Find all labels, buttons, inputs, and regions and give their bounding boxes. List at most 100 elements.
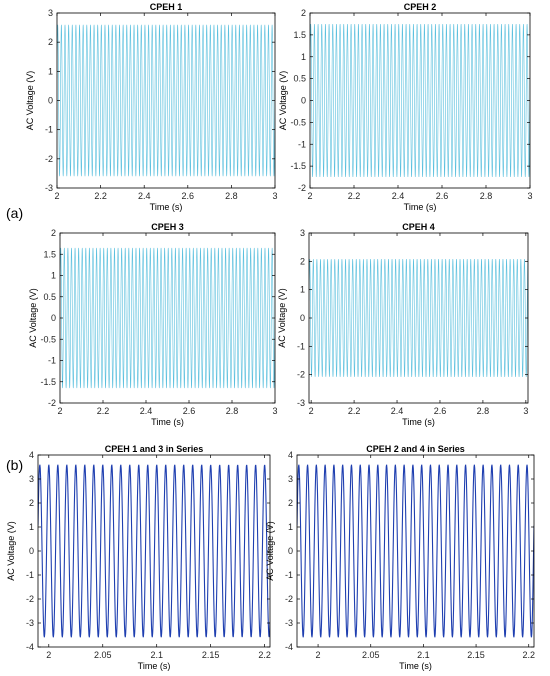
y-tick-label: -1 [48,356,56,366]
x-axis-label: Time (s) [150,202,183,212]
y-tick-label: -2 [26,594,34,604]
x-axis-label: Time (s) [151,417,184,427]
x-tick-label: 2.6 [182,191,195,201]
x-tick-label: 2 [307,191,312,201]
x-tick-label: 2 [46,650,51,660]
y-tick-label: -2 [285,594,293,604]
y-tick-label: 2 [288,498,293,508]
chart-title: CPEH 1 [150,2,183,12]
series-line [38,464,270,638]
y-tick-label: 1 [51,271,56,281]
chart-title: CPEH 1 and 3 in Series [105,444,204,454]
y-axis-label: AC Voltage (V) [265,521,275,581]
x-tick-label: 2.2 [348,406,361,416]
y-tick-label: -1 [297,341,305,351]
y-tick-label: 1 [48,66,53,76]
x-axis-label: Time (s) [399,661,432,671]
x-tick-label: 2.6 [436,191,449,201]
y-tick-label: 2 [29,498,34,508]
x-tick-label: 3 [272,191,277,201]
series-line [309,259,528,377]
x-tick-label: 2.2 [94,191,107,201]
x-tick-label: 2.4 [140,406,153,416]
y-tick-label: 2 [51,228,56,238]
y-tick-label: 3 [300,228,305,238]
y-axis-label: AC Voltage (V) [28,288,38,348]
x-tick-label: 2.2 [348,191,361,201]
y-tick-label: 1 [288,522,293,532]
y-tick-label: -4 [26,642,34,652]
x-tick-label: 2.05 [94,650,112,660]
y-tick-label: -0.5 [290,117,306,127]
y-tick-label: -1.5 [290,161,306,171]
y-tick-label: -2 [45,154,53,164]
y-tick-label: 3 [29,474,34,484]
x-tick-label: 2.4 [391,406,404,416]
y-tick-label: -4 [285,642,293,652]
x-axis-label: Time (s) [138,661,171,671]
y-tick-label: 1 [301,52,306,62]
y-tick-label: 3 [288,474,293,484]
chart-4: 2 2.2 2.4 2.6 2.8 3 -3 -2 -1 0 1 2 3 CPEH 4 Time (s) AC… [277,222,529,427]
x-tick-label: 2.6 [183,406,196,416]
y-tick-label: 0 [301,96,306,106]
x-tick-label: 2.8 [225,191,238,201]
y-tick-label: 2 [301,8,306,18]
x-tick-label: 2 [309,406,314,416]
x-tick-label: 2.8 [480,191,493,201]
x-tick-label: 3 [272,406,277,416]
x-tick-label: 2.1 [417,650,430,660]
chart-3: 2 2.2 2.4 2.6 2.8 3 -2 -1.5 -1 -0.5 0 0.5 1 1.5 2 CPEH … [28,222,278,427]
panel-label-a: (a) [6,205,24,221]
chart-2: 2 2.2 2.4 2.6 2.8 3 -2 -1.5 -1 -0.5 0 0.5 1 1.5 2 CPEH … [278,2,533,212]
chart-title: CPEH 4 [402,222,435,232]
y-tick-label: -2 [298,183,306,193]
y-tick-label: 2 [300,256,305,266]
x-tick-label: 2.05 [362,650,380,660]
y-tick-label: -3 [285,618,293,628]
x-tick-label: 2.15 [467,650,485,660]
x-tick-label: 2.6 [434,406,447,416]
x-tick-label: 2.8 [226,406,239,416]
y-tick-label: 2 [48,37,53,47]
series-line [297,464,534,638]
x-tick-label: 2 [54,191,59,201]
x-tick-label: 2.2 [522,650,535,660]
y-tick-label: -3 [45,183,53,193]
x-tick-label: 2.4 [392,191,405,201]
chart-title: CPEH 2 and 4 in Series [366,444,465,454]
panel-label-b: (b) [6,457,24,473]
x-tick-label: 2.2 [97,406,110,416]
y-tick-label: 0 [300,313,305,323]
series-line [57,24,275,177]
y-tick-label: -1 [45,125,53,135]
y-tick-label: -1.5 [40,377,56,387]
y-tick-label: 0 [48,96,53,106]
y-tick-label: -1 [298,139,306,149]
x-tick-label: 2 [316,650,321,660]
y-axis-label: AC Voltage (V) [6,521,16,581]
chart-title: CPEH 2 [404,2,437,12]
series-line [310,23,530,178]
x-tick-label: 2.4 [138,191,151,201]
chart-title: CPEH 3 [151,222,184,232]
chart-1: 2 2.2 2.4 2.6 2.8 3 -3 -2 -1 0 1 2 3 CPEH 1 Time (s) AC… [25,2,278,212]
y-tick-label: 1.5 [43,249,56,259]
x-tick-label: 3 [523,406,528,416]
x-tick-label: 2.15 [202,650,220,660]
y-tick-label: 0 [288,546,293,556]
y-tick-label: 0.5 [293,74,306,84]
y-axis-label: AC Voltage (V) [278,71,288,131]
y-tick-label: -1 [285,570,293,580]
x-axis-label: Time (s) [404,202,437,212]
x-axis-label: Time (s) [402,417,435,427]
x-tick-label: 2.1 [150,650,163,660]
y-axis-label: AC Voltage (V) [277,288,287,348]
y-tick-label: 3 [48,8,53,18]
y-tick-label: -2 [48,398,56,408]
y-tick-label: 0 [51,313,56,323]
y-tick-label: -3 [297,398,305,408]
y-axis-label: AC Voltage (V) [25,71,35,131]
chart-5: 2 2.05 2.1 2.15 2.2 -4 -3 -2 -1 0 1 2 3 4 CPEH 1 and 3… [6,444,271,671]
